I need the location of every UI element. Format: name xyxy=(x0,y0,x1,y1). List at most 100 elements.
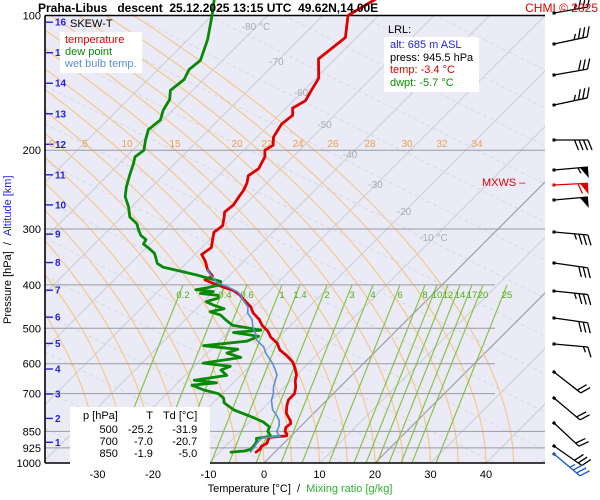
curve-temperature xyxy=(200,0,377,454)
mixing-ratio-line xyxy=(435,284,508,463)
dry-adiabat-line xyxy=(45,182,210,463)
wind-barb-icon xyxy=(551,451,590,477)
isotherm-label: -80 °C xyxy=(242,22,270,33)
mixing-ratio-label: 6 xyxy=(397,290,402,301)
dry-adiabat-label: 0 xyxy=(49,139,55,150)
mixing-ratio-label: 3 xyxy=(349,290,354,301)
pressure-tick-label: 400 xyxy=(23,280,41,292)
branding-chmi: CHMI © 2025 xyxy=(525,1,598,15)
dry-adiabat-label: 26 xyxy=(327,139,339,150)
cell-p-850: 850 xyxy=(99,448,118,460)
mixing-ratio-line xyxy=(388,284,461,463)
cell-p-500: 500 xyxy=(99,424,118,436)
temperature-tick-label: 30 xyxy=(424,469,436,481)
pressure-tick-label: 500 xyxy=(23,323,41,335)
mixing-ratio-label: 1.4 xyxy=(293,290,306,301)
temperature-tick-label: 10 xyxy=(313,469,325,481)
table-row: 700 -7.0 -20.7 xyxy=(78,436,202,448)
dry-adiabat-label: 10 xyxy=(121,139,133,150)
lrl-label: LRL: xyxy=(388,24,412,36)
mixing-ratio-line xyxy=(353,284,426,463)
mixing-ratio-line xyxy=(228,284,301,463)
dry-adiabat-label: 32 xyxy=(436,139,448,150)
moist-adiabat-line xyxy=(45,275,421,463)
wind-barb-icon xyxy=(551,395,590,421)
moist-adiabat-line xyxy=(45,199,545,451)
isotherm-line xyxy=(45,15,213,184)
mixing-ratio-label: 1 xyxy=(279,290,284,301)
cell-p-700: 700 xyxy=(99,436,118,448)
wind-barb-icon xyxy=(552,316,591,334)
y-axis-pressure-title: Pressure [hPa] / xyxy=(2,236,14,325)
isotherm-label: -20 xyxy=(397,207,412,218)
mixing-ratio-line xyxy=(365,284,438,463)
mixing-ratio-label: 8 xyxy=(422,290,427,301)
dry-adiabat-line xyxy=(45,273,126,463)
dry-adiabat-line xyxy=(45,48,376,463)
isotherm-label: -70 xyxy=(269,57,284,68)
isotherm-label: -40 xyxy=(343,150,358,161)
wind-barb-icon xyxy=(551,443,592,467)
max-wind-speed-label: MXWS – xyxy=(482,177,526,189)
wind-barb-icon xyxy=(552,87,590,107)
mixing-ratio-label: 12 xyxy=(443,290,454,301)
mixing-ratio-label: 0.4 xyxy=(218,290,231,301)
temperature-tick-label: -20 xyxy=(145,469,161,481)
moist-adiabat-line xyxy=(45,237,497,463)
dry-adiabat-line xyxy=(45,132,265,463)
x-axis-title: Temperature [°C] / Mixing ratio [g/kg] xyxy=(150,483,450,495)
legend-items: temperature dew point wet bulb temp. xyxy=(60,32,142,73)
altitude-tick-label: 12 xyxy=(55,140,67,151)
dry-adiabat-label: 34 xyxy=(471,139,483,150)
dry-adiabat-line xyxy=(104,15,487,463)
moist-adiabat-line xyxy=(206,15,545,185)
wind-barb-icon xyxy=(552,26,590,46)
mixing-ratio-label: 17 xyxy=(467,290,478,301)
pressure-tick-label: 1000 xyxy=(17,458,41,470)
y-axis-altitude-title: Altitude [km] xyxy=(2,175,14,237)
levels-table: p [hPa] T Td [°C] 500 -25.2 -31.9 700 -7… xyxy=(70,407,211,464)
dry-adiabat-line xyxy=(45,313,99,463)
mixing-ratio-label: 14 xyxy=(455,290,466,301)
cell-td-850: -5.0 xyxy=(178,448,198,460)
dry-adiabat-label: 15 xyxy=(169,139,181,150)
curve-wet-bulb-temp- xyxy=(206,269,281,453)
altitude-tick-label: 6 xyxy=(55,313,61,324)
mixing-ratio-line xyxy=(400,284,473,463)
pressure-tick-label: 850 xyxy=(23,426,41,438)
mixing-ratio-label: 25 xyxy=(502,290,513,301)
moist-adiabat-line xyxy=(434,15,545,71)
surface-info: LRL: alt: 685 m ASL press: 945.5 hPa tem… xyxy=(384,24,480,92)
dry-adiabat-label: 30 xyxy=(401,139,413,150)
altitude-tick-label: 4 xyxy=(55,365,61,376)
wind-barb-icon xyxy=(552,230,592,246)
legend-temperature: temperature xyxy=(65,34,125,46)
temperature-tick-label: -10 xyxy=(201,469,217,481)
table-header-dewpoint: Td [°C] xyxy=(162,410,198,422)
y-axis-title: Pressure [hPa] / Altitude [km] xyxy=(2,100,14,400)
surface-dewpoint: dwpt: -5.7 °C xyxy=(390,76,454,89)
pressure-tick-label: 600 xyxy=(23,359,41,371)
wind-barb-icon xyxy=(551,369,591,394)
temperature-tick-label: 40 xyxy=(480,469,492,481)
moist-adiabat-line xyxy=(130,15,545,223)
legend-wet-bulb: wet bulb temp. xyxy=(65,58,137,70)
mixing-ratio-line xyxy=(376,284,449,463)
x-axis-temp-title: Temperature [°C] / xyxy=(207,483,307,495)
surface-info-box: alt: 685 m ASL press: 945.5 hPa temp: -3… xyxy=(384,37,480,92)
moist-adiabat-line xyxy=(45,123,545,375)
mixing-ratio-label: 20 xyxy=(478,290,489,301)
dry-adiabat-label: 28 xyxy=(364,139,376,150)
mixing-ratio-label: 4 xyxy=(370,290,375,301)
wind-barb-icon xyxy=(552,342,592,358)
altitude-tick-label: 14 xyxy=(55,79,67,90)
wind-barb-icon xyxy=(552,138,593,151)
dry-adiabat-label: 20 xyxy=(231,139,243,150)
moist-adiabat-line xyxy=(282,15,545,147)
x-axis-mixing-title: Mixing ratio [g/kg] xyxy=(306,483,393,495)
wind-barb-icon xyxy=(552,58,591,77)
altitude-tick-label: 7 xyxy=(55,286,61,297)
isotherm-line xyxy=(45,15,268,239)
mixing-ratio-label: 0.2 xyxy=(176,290,189,301)
dry-adiabat-line xyxy=(45,156,237,463)
